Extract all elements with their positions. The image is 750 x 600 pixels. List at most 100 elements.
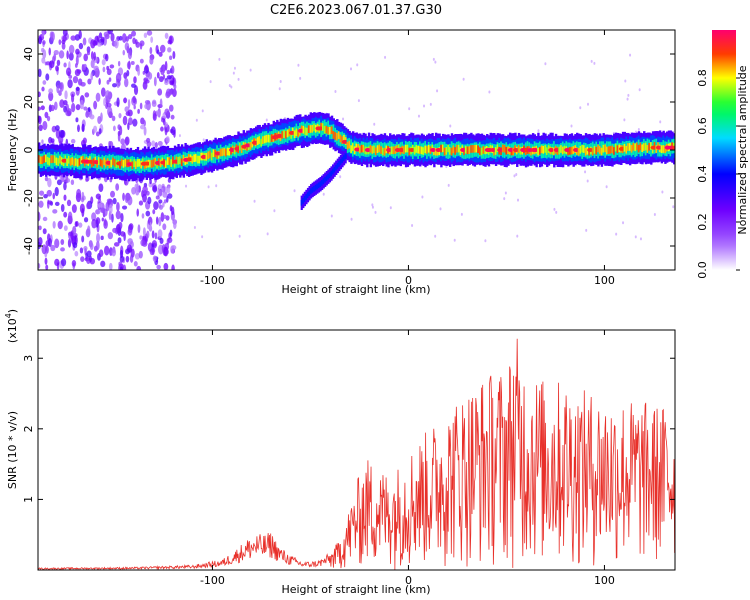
ridge-cell [415,145,418,153]
ridge-cell [226,147,230,156]
noise-blob [145,79,150,84]
noise-blob [130,61,135,66]
noise-blob [371,205,374,209]
noise-blob [449,124,452,128]
ridge-cell [604,144,607,153]
snr-ylabel: SNR (10 * v/v) [6,411,19,489]
noise-blob [201,235,204,239]
ridge-cell [209,150,212,159]
noise-blob [113,125,116,132]
ridge-cell [546,147,549,156]
ridge-cell [330,126,334,134]
noise-blob [127,195,133,206]
ridge-cell [470,145,473,153]
ridge-cell [449,147,452,155]
noise-blob [128,223,134,231]
noise-blob [71,260,77,267]
ridge-cell [150,160,154,168]
noise-blob [75,117,79,123]
noise-blob [162,223,167,231]
ridge-cell [75,158,78,166]
noise-blob [299,76,302,80]
ridge-cell [322,123,325,131]
noise-blob [56,84,60,94]
noise-blob [47,200,53,205]
ridge-peak [435,148,442,152]
ridge-cell [258,136,261,144]
ridge-cell [443,147,447,156]
ridge-cell [59,155,62,164]
noise-blob [126,61,131,70]
ridge-peak [513,148,520,152]
noise-blob [218,57,221,61]
noise-blob [169,205,173,212]
noise-blob [84,92,90,98]
noise-blob [158,76,164,83]
branch-cell [322,178,325,185]
ridge-cell [632,142,635,151]
ridge-cell [561,146,565,155]
noise-blob [41,244,47,255]
x-tick-label: 100 [594,574,615,587]
ridge-cell [505,146,508,155]
ridge-cell [350,145,353,153]
branch-cell [319,181,322,188]
colorbar-tick-label: 0.2 [696,213,709,231]
noise-blob [114,39,119,49]
noise-blob [193,225,196,229]
ridge-peak [655,145,662,150]
noise-blob [166,69,171,75]
branch-cell [338,161,341,167]
noise-blob [293,189,296,193]
ridge-cell [591,147,595,156]
ridge-cell [627,143,630,151]
noise-blob [54,186,59,197]
ridge-cell [613,147,616,155]
noise-blob [634,235,637,239]
noise-blob [133,76,137,84]
noise-blob [44,111,49,119]
noise-blob [65,110,71,117]
noise-blob [139,42,143,50]
noise-blob [411,223,414,227]
noise-blob [107,232,113,240]
ridge-cell [362,144,365,153]
noise-blob [67,79,73,89]
noise-blob [172,51,176,60]
noise-blob [47,177,52,188]
noise-blob [159,98,163,108]
ridge-cell [456,144,459,153]
ridge-cell [103,157,106,166]
noise-blob [123,72,128,79]
ridge-peak [87,159,94,164]
noise-blob [144,103,149,110]
noise-blob [151,230,155,239]
ridge-cell [452,145,455,154]
ridge-cell [212,149,216,158]
noise-blob [638,88,641,92]
noise-blob [553,207,556,211]
ridge-cell [71,157,74,165]
noise-blob [154,142,158,149]
x-tick-label: -100 [200,274,225,287]
noise-blob [98,249,104,257]
ridge-cell [332,131,335,139]
noise-blob [322,192,325,196]
noise-blob [60,203,65,213]
ridge-cell [41,156,44,165]
noise-blob [515,173,518,177]
ridge-cell [52,155,55,163]
ridge-cell [501,144,505,153]
noise-blob [164,127,168,136]
noise-blob [83,106,88,111]
noise-blob [90,51,94,60]
noise-blob [48,91,54,102]
ridge-cell [198,155,201,164]
ridge-cell [577,147,581,156]
noise-blob [162,63,166,74]
branch-cell [325,175,328,182]
noise-blob [74,63,78,68]
ridge-cell [69,158,73,166]
branch-cell [341,157,344,163]
ridge-cell [359,145,362,154]
